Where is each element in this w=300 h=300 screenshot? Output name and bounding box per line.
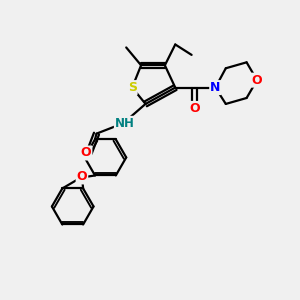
Text: N: N: [210, 81, 220, 94]
Text: O: O: [76, 170, 87, 183]
Text: O: O: [81, 146, 92, 160]
Text: NH: NH: [115, 117, 135, 130]
Text: O: O: [189, 102, 200, 115]
Text: S: S: [128, 81, 137, 94]
Text: O: O: [252, 74, 262, 87]
